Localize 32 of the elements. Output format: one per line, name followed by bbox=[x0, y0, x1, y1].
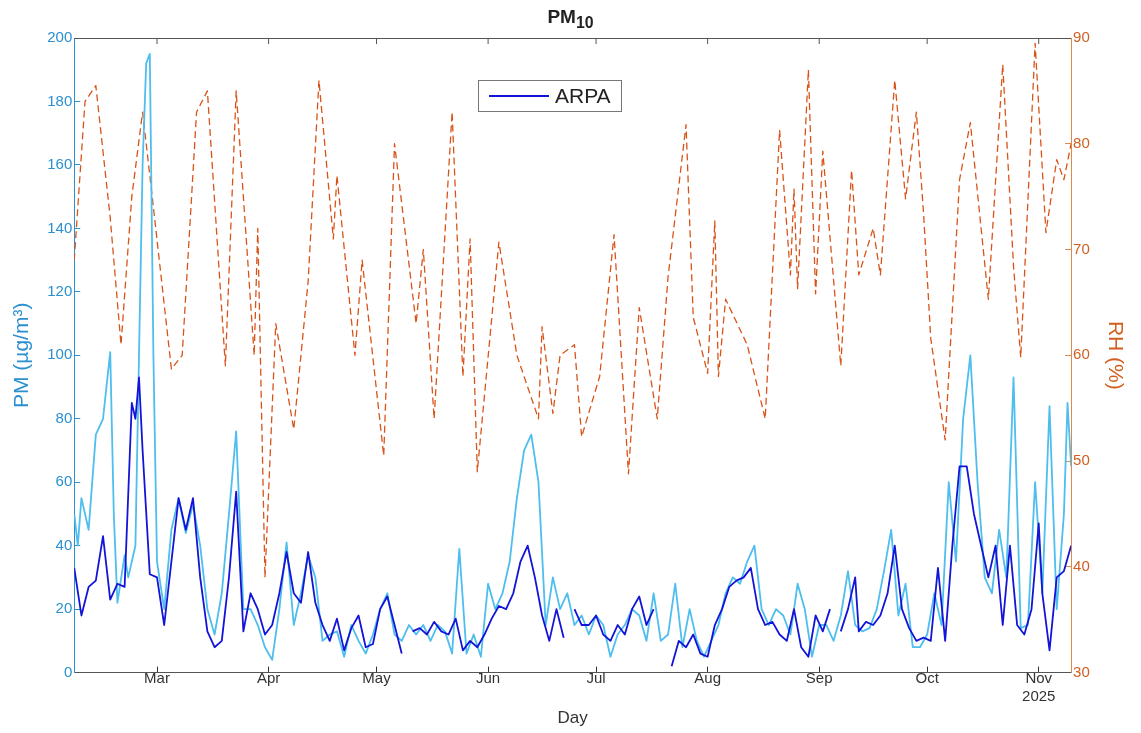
y-tick-label: 180 bbox=[47, 91, 73, 109]
y-tick-label: 160 bbox=[47, 155, 73, 173]
chart-title: PM$_{10}$ bbox=[547, 6, 594, 31]
x-tick-label: Jul bbox=[586, 668, 606, 686]
x-tick-label: Jun bbox=[476, 668, 501, 686]
y-tick-label: 200 bbox=[47, 28, 73, 46]
x-tick-label: Oct bbox=[915, 668, 940, 686]
y2-tick-label: 60 bbox=[1073, 345, 1090, 363]
y-tick-label: 0 bbox=[63, 662, 73, 680]
y2-tick-label: 50 bbox=[1073, 451, 1090, 469]
y-axis-title: PM (µg/m³) bbox=[9, 302, 33, 409]
y-tick-label: 20 bbox=[55, 599, 73, 617]
y-tick-label: 100 bbox=[47, 345, 73, 363]
y-tick-label: 80 bbox=[55, 408, 73, 426]
x-tick-label: Sep bbox=[805, 668, 833, 686]
x-tick-label: Nov 2025 bbox=[1022, 668, 1056, 704]
y2-axis-title: RH (%) bbox=[1104, 320, 1128, 390]
x-tick-label: Apr bbox=[256, 668, 281, 686]
y2-tick-label: 40 bbox=[1073, 556, 1090, 574]
y2-tick-label: 70 bbox=[1073, 239, 1090, 257]
x-tick-label: Mar bbox=[144, 668, 170, 686]
y-tick-label: 60 bbox=[55, 472, 73, 490]
x-tick-label: May bbox=[362, 668, 392, 686]
y-tick-label: 120 bbox=[47, 281, 73, 299]
y2-tick-label: 80 bbox=[1073, 133, 1090, 151]
x-axis-title: Day bbox=[557, 708, 589, 728]
y-tick-label: 40 bbox=[55, 535, 73, 553]
y2-tick-label: 30 bbox=[1073, 662, 1090, 680]
x-tick-label: Aug bbox=[694, 668, 721, 686]
y2-tick-label: 90 bbox=[1073, 28, 1090, 46]
legend-label: ARPA bbox=[555, 84, 611, 108]
y-tick-label: 140 bbox=[47, 218, 73, 236]
